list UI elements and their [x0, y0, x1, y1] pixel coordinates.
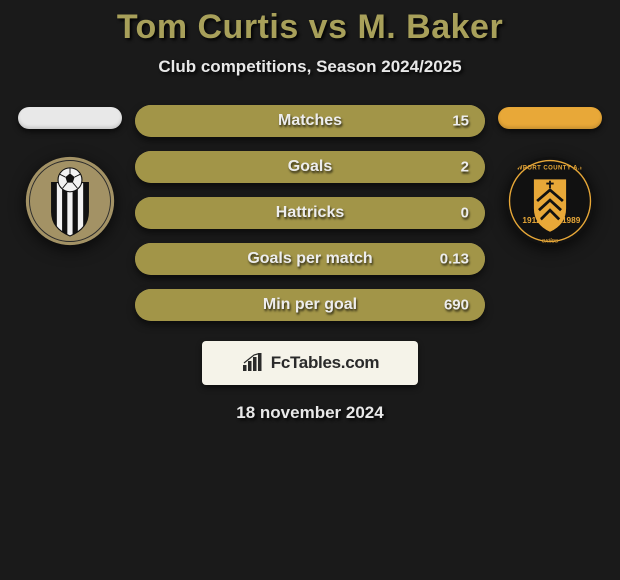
comparison-card: Tom Curtis vs M. Baker Club competitions… — [0, 0, 620, 423]
date-line: 18 november 2024 — [0, 403, 620, 423]
subtitle: Club competitions, Season 2024/2025 — [0, 57, 620, 77]
stat-bar-matches: Matches 15 — [135, 105, 485, 137]
left-player-pill — [18, 107, 122, 129]
svg-text:exiles: exiles — [542, 237, 559, 244]
stat-label: Min per goal — [263, 296, 357, 314]
barchart-icon — [241, 353, 265, 373]
stat-bar-hattricks: Hattricks 0 — [135, 197, 485, 229]
stat-value-right: 0 — [461, 205, 469, 222]
stat-bars: Matches 15 Goals 2 Hattricks 0 Goals per… — [135, 105, 485, 321]
stat-value-right: 690 — [444, 297, 469, 314]
page-title: Tom Curtis vs M. Baker — [0, 8, 620, 47]
stat-label: Hattricks — [276, 204, 344, 222]
stat-label: Goals — [288, 158, 332, 176]
notts-county-crest-icon — [24, 155, 116, 247]
right-player-pill — [498, 107, 602, 129]
stat-bar-goals: Goals 2 — [135, 151, 485, 183]
newport-county-crest-icon: 1912 1989 NEWPORT COUNTY A.F.C. exiles — [504, 155, 596, 247]
stat-label: Goals per match — [247, 250, 372, 268]
left-column — [15, 105, 125, 247]
stat-label: Matches — [278, 112, 342, 130]
stat-value-right: 0.13 — [440, 251, 469, 268]
right-column: 1912 1989 NEWPORT COUNTY A.F.C. exiles — [495, 105, 605, 247]
crest-year-right: 1989 — [562, 216, 581, 225]
main-row: Matches 15 Goals 2 Hattricks 0 Goals per… — [0, 105, 620, 321]
crest-year-left: 1912 — [522, 216, 541, 225]
stat-bar-goals-per-match: Goals per match 0.13 — [135, 243, 485, 275]
stat-value-right: 15 — [452, 113, 469, 130]
fctables-logo: FcTables.com — [202, 341, 418, 385]
stat-bar-min-per-goal: Min per goal 690 — [135, 289, 485, 321]
stat-value-right: 2 — [461, 159, 469, 176]
svg-text:NEWPORT COUNTY A.F.C.: NEWPORT COUNTY A.F.C. — [508, 166, 593, 172]
logo-text: FcTables.com — [271, 353, 380, 373]
